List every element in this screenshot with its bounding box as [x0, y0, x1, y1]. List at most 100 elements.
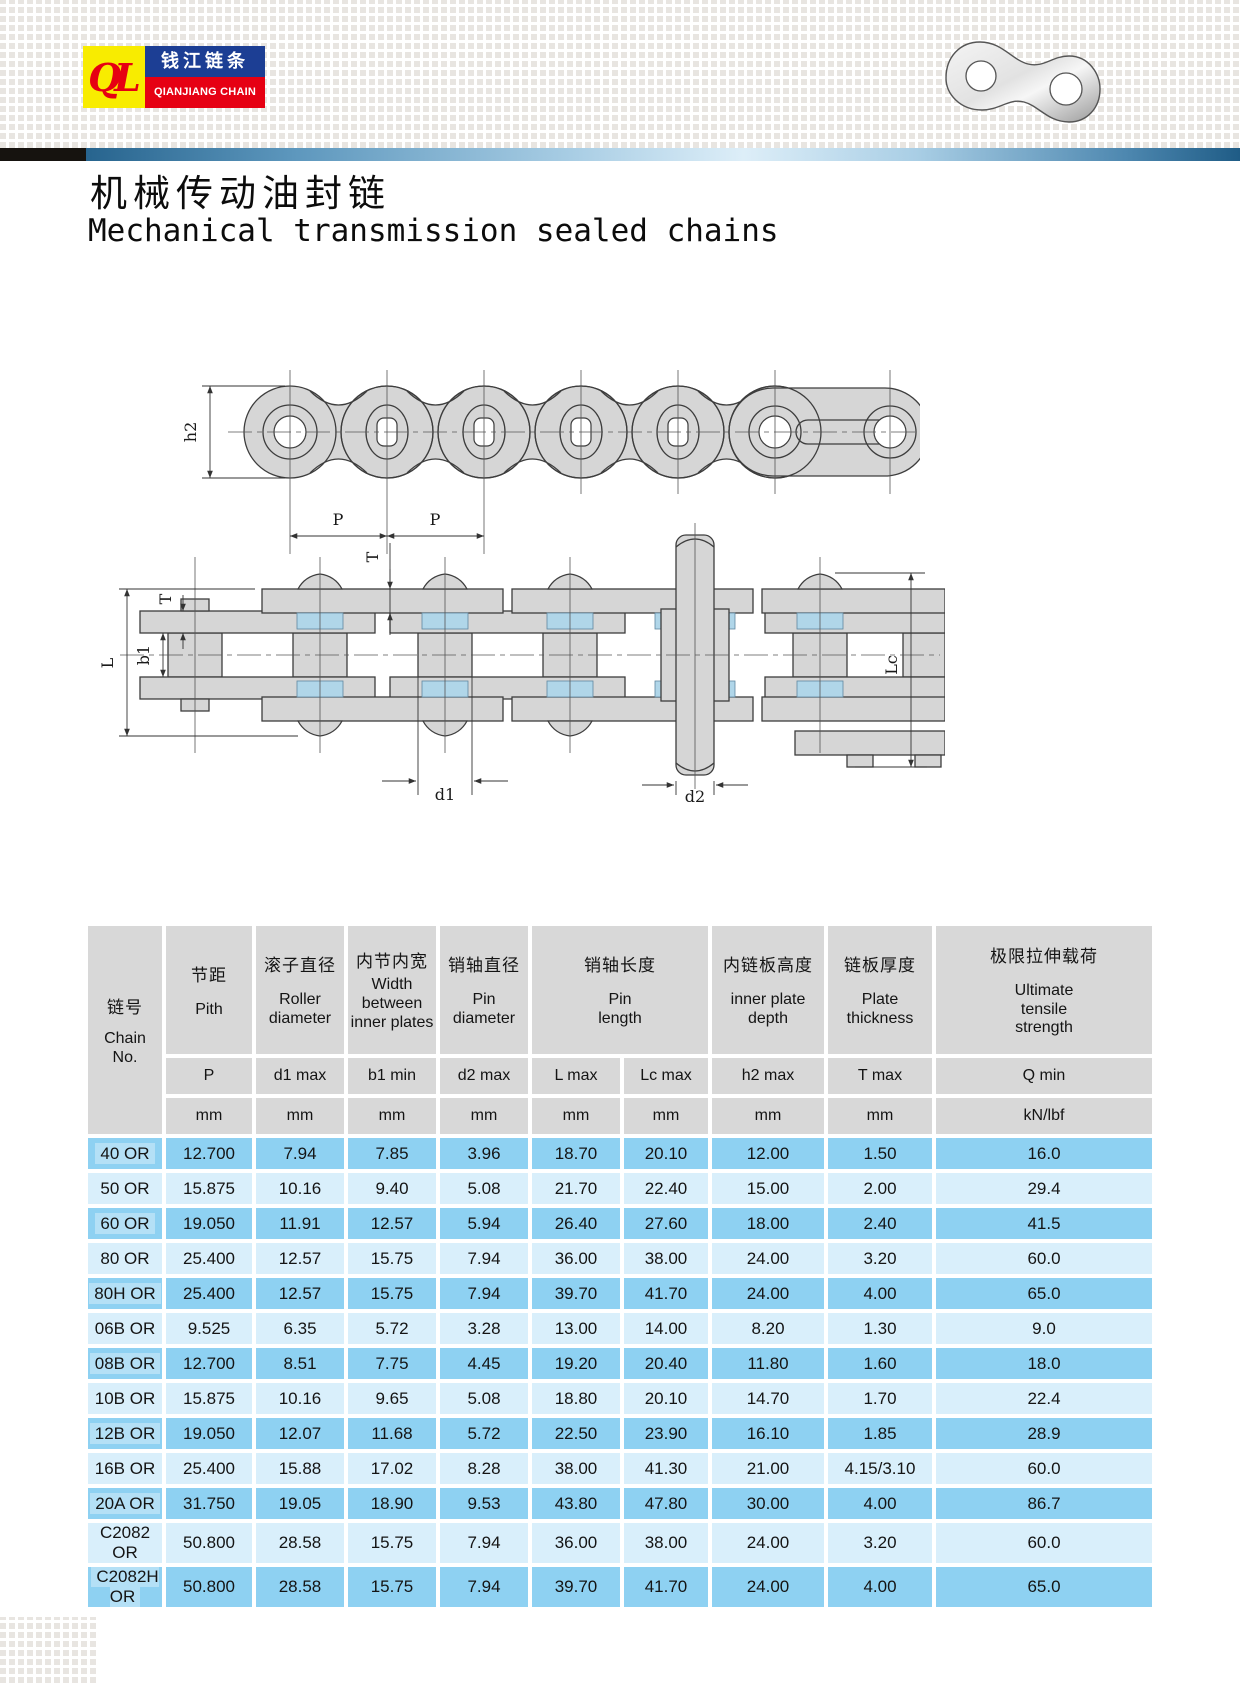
- table-row: 60 OR 19.050 11.91 12.57 5.94 26.40 27.6…: [88, 1208, 1152, 1239]
- value-cell: 25.400: [166, 1453, 252, 1484]
- value-cell: 19.05: [256, 1488, 344, 1519]
- value-cell: 39.70: [532, 1278, 620, 1309]
- chain-no-cell: 50 OR: [88, 1173, 162, 1204]
- value-cell: 5.08: [440, 1173, 528, 1204]
- chain-no-cell: 16B OR: [88, 1453, 162, 1484]
- value-cell: 19.050: [166, 1208, 252, 1239]
- value-cell: 9.53: [440, 1488, 528, 1519]
- symbol-cell: T max: [828, 1058, 932, 1094]
- chain-no-cell: 10B OR: [88, 1383, 162, 1414]
- value-cell: 18.80: [532, 1383, 620, 1414]
- table-row: C2082H OR 50.800 28.58 15.75 7.94 39.70 …: [88, 1567, 1152, 1607]
- header-row-units: mm mm mm mm mm mm mm mm kN/lbf: [88, 1098, 1152, 1134]
- value-cell: 41.30: [624, 1453, 708, 1484]
- chain-no-cell: 08B OR: [88, 1348, 162, 1379]
- chain-no-label: 80 OR: [100, 1248, 150, 1268]
- value-cell: 12.700: [166, 1348, 252, 1379]
- spec-table: 链号 Chain No. 节距 Pith 滚子直径: [84, 922, 1156, 1611]
- dim-label-lc: Lc: [882, 655, 901, 675]
- value-cell: 15.00: [712, 1173, 824, 1204]
- value-cell: 30.00: [712, 1488, 824, 1519]
- table-row: 40 OR 12.700 7.94 7.85 3.96 18.70 20.10 …: [88, 1138, 1152, 1169]
- unit-cell: mm: [828, 1098, 932, 1134]
- chain-no-label: 20A OR: [90, 1492, 160, 1514]
- chain-no-label: 40 OR: [95, 1142, 155, 1164]
- chain-no-cell: C2082H OR: [88, 1567, 162, 1607]
- value-cell: 5.72: [348, 1313, 436, 1344]
- chain-no-label: C2082 OR: [99, 1523, 151, 1562]
- value-cell: 31.750: [166, 1488, 252, 1519]
- chain-no-cell: 40 OR: [88, 1138, 162, 1169]
- symbol-cell: d1 max: [256, 1058, 344, 1094]
- table-row: 10B OR 15.875 10.16 9.65 5.08 18.80 20.1…: [88, 1383, 1152, 1414]
- symbol-cell: Lc max: [624, 1058, 708, 1094]
- dim-label-p-left: P: [333, 510, 344, 529]
- separator-bar-black: [0, 148, 86, 161]
- value-cell: 15.75: [348, 1567, 436, 1607]
- value-cell: 15.875: [166, 1383, 252, 1414]
- chain-no-cell: 12B OR: [88, 1418, 162, 1449]
- value-cell: 65.0: [936, 1567, 1152, 1607]
- unit-cell: mm: [256, 1098, 344, 1134]
- unit-cell: mm: [440, 1098, 528, 1134]
- value-cell: 86.7: [936, 1488, 1152, 1519]
- value-cell: 20.10: [624, 1383, 708, 1414]
- symbol-cell: d2 max: [440, 1058, 528, 1094]
- value-cell: 24.00: [712, 1523, 824, 1563]
- table-row: 80H OR 25.400 12.57 15.75 7.94 39.70 41.…: [88, 1278, 1152, 1309]
- value-cell: 4.00: [828, 1278, 932, 1309]
- value-cell: 10.16: [256, 1383, 344, 1414]
- logo-name-cn: 钱江链条: [145, 46, 265, 77]
- value-cell: 3.28: [440, 1313, 528, 1344]
- value-cell: 25.400: [166, 1243, 252, 1274]
- value-cell: 1.60: [828, 1348, 932, 1379]
- value-cell: 38.00: [624, 1523, 708, 1563]
- chain-no-cell: 80 OR: [88, 1243, 162, 1274]
- value-cell: 24.00: [712, 1243, 824, 1274]
- symbol-cell: Q min: [936, 1058, 1152, 1094]
- value-cell: 36.00: [532, 1523, 620, 1563]
- chain-plan-view-diagram: L b1 T T Lc d1 d2: [98, 523, 945, 805]
- dim-label-t-top: T: [363, 551, 382, 562]
- value-cell: 26.40: [532, 1208, 620, 1239]
- unit-cell: mm: [348, 1098, 436, 1134]
- dim-label-h2: h2: [181, 422, 200, 442]
- value-cell: 1.30: [828, 1313, 932, 1344]
- value-cell: 5.72: [440, 1418, 528, 1449]
- table-row: 12B OR 19.050 12.07 11.68 5.72 22.50 23.…: [88, 1418, 1152, 1449]
- value-cell: 16.0: [936, 1138, 1152, 1169]
- page-title-en: Mechanical transmission sealed chains: [88, 213, 779, 249]
- value-cell: 23.90: [624, 1418, 708, 1449]
- value-cell: 21.70: [532, 1173, 620, 1204]
- value-cell: 2.00: [828, 1173, 932, 1204]
- value-cell: 7.94: [440, 1567, 528, 1607]
- dim-label-d1: d1: [435, 785, 455, 804]
- value-cell: 39.70: [532, 1567, 620, 1607]
- value-cell: 24.00: [712, 1567, 824, 1607]
- header-inner-plate-depth: 内链板高度 inner plate depth: [712, 926, 824, 1054]
- value-cell: 12.57: [256, 1278, 344, 1309]
- value-cell: 9.40: [348, 1173, 436, 1204]
- value-cell: 2.40: [828, 1208, 932, 1239]
- header-roller-diameter: 滚子直径 Roller diameter: [256, 926, 344, 1054]
- header-pin-length: 销轴长度 Pin length: [532, 926, 708, 1054]
- header-row-names: 链号 Chain No. 节距 Pith 滚子直径: [88, 926, 1152, 1134]
- table-row: 20A OR 31.750 19.05 18.90 9.53 43.80 47.…: [88, 1488, 1152, 1519]
- chain-plate-illustration: [945, 41, 1101, 123]
- table-row: 50 OR 15.875 10.16 9.40 5.08 21.70 22.40…: [88, 1173, 1152, 1204]
- value-cell: 50.800: [166, 1523, 252, 1563]
- unit-cell: mm: [712, 1098, 824, 1134]
- value-cell: 9.525: [166, 1313, 252, 1344]
- corner-dot-pattern: [0, 1617, 97, 1683]
- symbol-cell: L max: [532, 1058, 620, 1094]
- value-cell: 18.70: [532, 1138, 620, 1169]
- value-cell: 16.10: [712, 1418, 824, 1449]
- chain-no-label: 08B OR: [89, 1352, 161, 1374]
- table-row: 08B OR 12.700 8.51 7.75 4.45 19.20 20.40…: [88, 1348, 1152, 1379]
- table-row: 80 OR 25.400 12.57 15.75 7.94 36.00 38.0…: [88, 1243, 1152, 1274]
- value-cell: 18.90: [348, 1488, 436, 1519]
- value-cell: 5.08: [440, 1383, 528, 1414]
- value-cell: 12.07: [256, 1418, 344, 1449]
- value-cell: 19.20: [532, 1348, 620, 1379]
- chain-no-cell: 06B OR: [88, 1313, 162, 1344]
